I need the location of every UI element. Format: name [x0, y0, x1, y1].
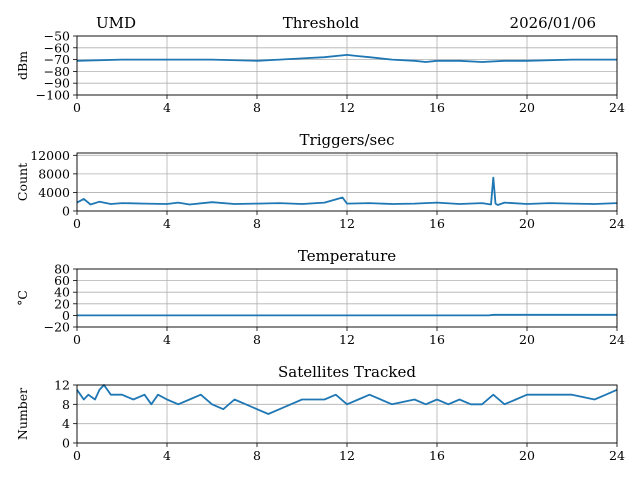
chart-panel-1: 0 4 8 12 16 20 24 0 4000 8000 12000 Triggers/sec Cou… [15, 131, 625, 231]
y-tick-label: −60 [44, 40, 70, 55]
y-tick-label: −90 [44, 76, 70, 91]
y-tick-label: −20 [44, 320, 70, 335]
series-line-0 [76, 384, 618, 415]
chart-title: Temperature [298, 247, 396, 265]
chart-title: Satellites Tracked [278, 363, 416, 381]
x-tick-label: 16 [429, 216, 445, 231]
x-tick-label: 20 [519, 216, 535, 231]
plot-frame [76, 35, 618, 96]
x-tick-label: 4 [163, 100, 171, 115]
x-tick-label: 0 [73, 216, 81, 231]
x-tick-label: 24 [609, 100, 625, 115]
y-tick-label: 0 [62, 436, 70, 451]
header-center-title: Threshold [283, 14, 360, 32]
header-date-label: 2026/01/06 [510, 14, 596, 32]
y-tick-label: 20 [54, 296, 70, 311]
y-axis-label: °C [15, 290, 30, 306]
y-axis-label: Count [15, 163, 30, 201]
y-tick-label: 80 [54, 262, 70, 277]
series-line-0 [76, 176, 618, 206]
x-tick-label: 4 [163, 216, 171, 231]
x-tick-label: 24 [609, 216, 625, 231]
x-tick-label: 4 [163, 332, 171, 347]
x-tick-label: 16 [429, 448, 445, 463]
x-tick-label: 8 [253, 332, 261, 347]
y-tick-label: 4 [62, 416, 70, 431]
y-tick-label: 4000 [38, 185, 70, 200]
x-tick-label: 12 [339, 448, 355, 463]
plot-frame [76, 268, 618, 328]
x-tick-label: 0 [73, 100, 81, 115]
y-tick-label: −50 [44, 29, 70, 44]
x-tick-label: 12 [339, 332, 355, 347]
x-tick-label: 20 [519, 100, 535, 115]
x-tick-label: 8 [253, 216, 261, 231]
y-tick-label: −100 [36, 88, 70, 103]
x-tick-label: 16 [429, 100, 445, 115]
y-tick-label: 0 [62, 204, 70, 219]
x-tick-label: 24 [609, 448, 625, 463]
plot-frame [76, 152, 618, 212]
y-tick-label: 8000 [38, 166, 70, 181]
chart-panel-3: 0 4 8 12 16 20 24 12 8 4 0 Satellites Tracked Number [15, 363, 625, 463]
chart-panel-0: 0 4 8 12 16 20 24 −50−60−70−80−90−100 dBm [15, 29, 625, 116]
y-tick-label: 12 [54, 378, 70, 393]
x-tick-label: 24 [609, 332, 625, 347]
x-tick-label: 12 [339, 100, 355, 115]
plot-frame [76, 384, 618, 444]
header-left-label: UMD [96, 14, 136, 32]
x-tick-label: 4 [163, 448, 171, 463]
x-tick-label: 20 [519, 332, 535, 347]
series-line-0 [77, 313, 617, 317]
x-tick-label: 16 [429, 332, 445, 347]
y-tick-label: 12000 [30, 148, 70, 163]
x-tick-label: 20 [519, 448, 535, 463]
y-tick-label: 40 [54, 285, 70, 300]
y-tick-label: 0 [62, 308, 70, 323]
x-tick-label: 0 [73, 332, 81, 347]
y-tick-label: 8 [62, 397, 70, 412]
y-axis-label: Number [15, 388, 30, 440]
y-tick-label: 60 [54, 273, 70, 288]
chart-title: Triggers/sec [300, 131, 395, 149]
series-line-0 [76, 54, 617, 63]
y-tick-label: −80 [44, 64, 70, 79]
x-tick-label: 8 [253, 100, 261, 115]
y-axis-label: dBm [15, 51, 30, 80]
x-tick-label: 8 [253, 448, 261, 463]
chart-panels: 0 4 8 12 16 20 24 −50−60−70−80−90−100 dBm 0 4 8 12 16… [15, 29, 625, 464]
x-tick-label: 12 [339, 216, 355, 231]
x-tick-label: 0 [73, 448, 81, 463]
y-tick-label: −70 [44, 52, 70, 67]
